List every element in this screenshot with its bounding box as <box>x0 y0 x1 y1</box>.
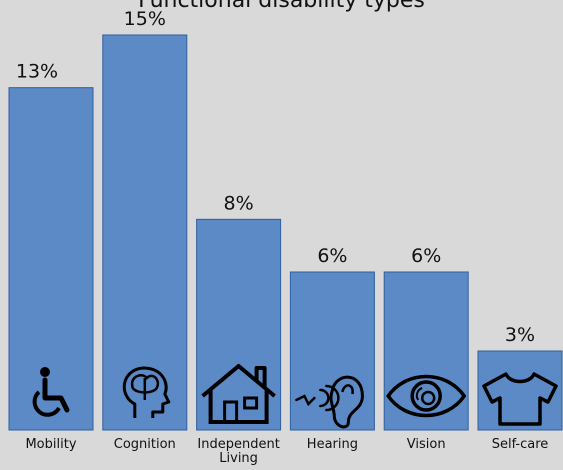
value-label: 13% <box>16 61 58 83</box>
eye-icon <box>386 374 467 418</box>
category-label: Mobility <box>25 437 76 452</box>
category-label: Cognition <box>114 437 176 452</box>
brain-head-icon <box>122 366 171 418</box>
bar-self-care <box>477 350 563 431</box>
value-label: 15% <box>124 8 166 30</box>
house-icon <box>201 364 276 424</box>
bar-cognition <box>102 34 188 431</box>
category-label: Hearing <box>307 437 358 452</box>
value-label: 3% <box>505 324 535 346</box>
tshirt-icon <box>482 372 558 426</box>
wheelchair-icon <box>32 367 70 417</box>
category-label: Independent Living <box>197 437 279 466</box>
value-label: 8% <box>224 192 254 214</box>
category-label: Self-care <box>492 437 549 452</box>
bar-mobility <box>8 87 94 431</box>
value-label: 6% <box>317 245 347 267</box>
category-label: Vision <box>407 437 446 452</box>
value-label: 6% <box>411 245 441 267</box>
ear-icon <box>295 375 364 429</box>
chart-title: Functional disability types <box>138 0 425 13</box>
